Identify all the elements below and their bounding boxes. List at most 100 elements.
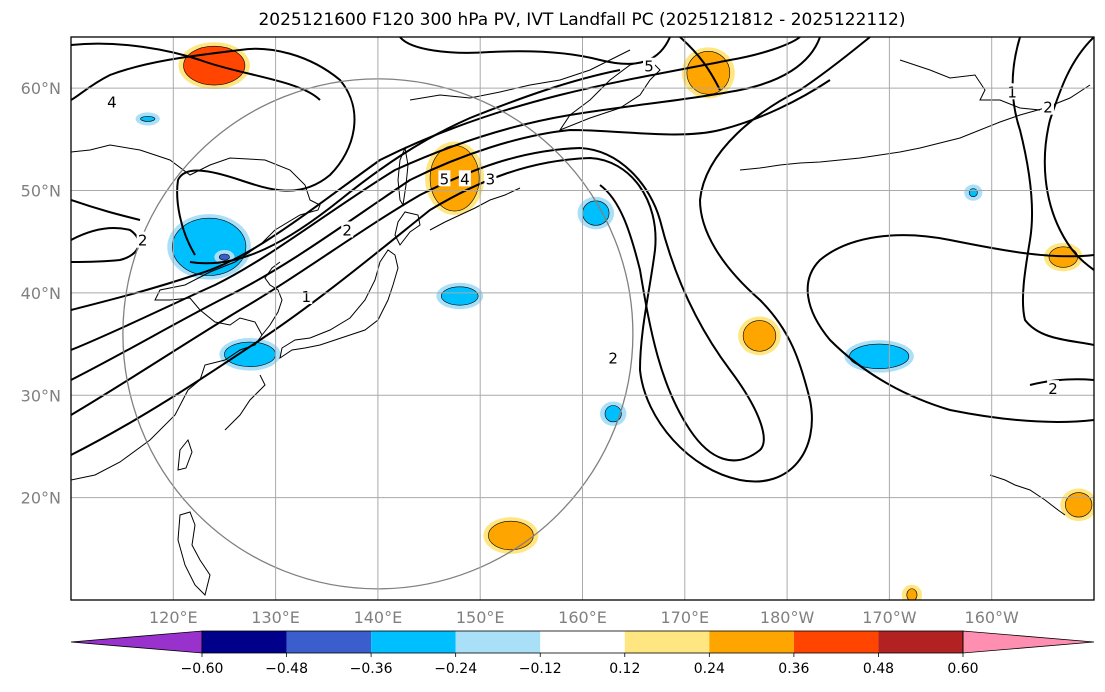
contour-label-bg	[438, 170, 451, 187]
anomaly-blob	[968, 188, 978, 197]
lon-tick-label: 130°E	[251, 608, 300, 627]
pv-contour-label: 2	[1048, 380, 1058, 398]
anomaly-blob	[140, 116, 156, 122]
lat-tick-label: 30°N	[21, 386, 61, 405]
anomaly-blob	[742, 320, 777, 352]
coastline-luzon	[177, 511, 211, 596]
contour-label-bg	[1041, 98, 1054, 115]
lon-tick-label: 150°E	[456, 608, 505, 627]
colorbar-tick-label: −0.36	[350, 661, 393, 677]
lon-tick-label: 160°W	[965, 608, 1020, 627]
pv-contour-5	[71, 37, 801, 311]
contour-label-bg	[1006, 83, 1019, 100]
pv-contour-7	[71, 47, 356, 256]
lon-tick-label: 160°E	[558, 608, 607, 627]
anomaly-blob	[582, 200, 610, 226]
colorbar-segment	[286, 631, 372, 653]
map-title: 2025121600 F120 300 hPa PV, IVT Landfall…	[258, 10, 906, 30]
anomaly-blob	[488, 520, 534, 551]
pv-contour-14	[1029, 378, 1094, 386]
colorbar-tick-label: −0.60	[181, 661, 224, 677]
pv-contour-label: 5	[644, 58, 654, 76]
contour-label-bg	[458, 170, 471, 187]
coastline-ryukyu-islands	[224, 374, 266, 431]
contour-label-bg	[105, 93, 118, 110]
colorbar-tick-label: 0.60	[947, 661, 978, 677]
colorbar-segment	[371, 631, 456, 653]
contour-label-bg	[300, 288, 313, 305]
colorbar-extend-low	[70, 630, 203, 654]
pv-contour-label: 5	[440, 170, 450, 188]
contour-label-bg	[1047, 380, 1060, 397]
anomaly-blob	[441, 286, 479, 306]
pv-contour-label: 4	[460, 170, 470, 188]
pv-contour-layer	[71, 37, 1094, 483]
pv-contour-11	[1043, 37, 1094, 271]
coastline-korea	[261, 261, 283, 336]
lon-tick-label: 180°W	[760, 608, 815, 627]
coastline-hokkaido	[394, 211, 421, 246]
colorbar-segment	[624, 631, 710, 653]
colorbar-tick-label: −0.24	[434, 661, 477, 677]
lat-tick-label: 20°N	[21, 489, 61, 508]
pv-contour-label: 1	[302, 288, 312, 306]
anomaly-blob	[219, 253, 230, 261]
colorbar-segment	[202, 631, 287, 653]
coastline-hawaii	[989, 474, 1066, 516]
lat-tick-label: 50°N	[21, 182, 61, 201]
coastline-aleutians	[739, 131, 976, 171]
lon-tick-label: 170°W	[862, 608, 917, 627]
longitude-tick-labels: 120°E 130°E 140°E 150°E 160°E 170°E 180°W 170°W…	[149, 608, 1019, 627]
pv-contour-label: 2	[1043, 99, 1053, 117]
coastline-east-asia	[71, 144, 321, 481]
anomaly-blob	[1065, 492, 1093, 518]
pv-contour-6	[189, 69, 621, 265]
coastlines	[71, 49, 1091, 596]
lon-tick-label: 140°E	[354, 608, 403, 627]
contour-label-bg	[484, 170, 497, 187]
pv-contour-label: 4	[107, 94, 117, 112]
pv-contour-3	[71, 79, 831, 381]
pv-contour-label: 2	[138, 232, 148, 250]
pv-contour-label: 1	[1007, 83, 1017, 101]
colorbar-tick-label: −0.48	[265, 661, 308, 677]
colorbar-tick-label: 0.48	[863, 661, 894, 677]
contour-label-bg	[607, 349, 620, 366]
lon-tick-label: 170°E	[660, 608, 709, 627]
anomaly-blob	[906, 588, 918, 600]
pv-contour-8	[71, 42, 321, 101]
colorbar: −0.60 −0.48 −0.36 −0.24 −0.12 0.12 0.24 0.36 0.4…	[70, 630, 1095, 677]
colorbar-tick-label: 0.12	[609, 661, 640, 677]
coastline-japan-kyushu-honshu	[279, 249, 399, 360]
pv-contour-label: 2	[342, 221, 352, 239]
coastline-kamchatka	[558, 59, 661, 132]
map-frame	[70, 36, 1095, 601]
lat-tick-label: 60°N	[21, 79, 61, 98]
pv-contour-13	[806, 234, 1094, 423]
pv-contour-12	[1011, 37, 1094, 346]
lat-tick-label: 40°N	[21, 284, 61, 303]
pv-contour-label: 3	[486, 170, 496, 188]
coastline-alaska-peninsula	[974, 84, 1091, 133]
colorbar-outline	[201, 630, 964, 654]
contour-label-bg	[642, 57, 655, 74]
colorbar-tick-label: −0.12	[519, 661, 562, 677]
colorbar-segment	[878, 631, 963, 653]
pv-contour-1	[71, 37, 871, 483]
coastline-okhotsk-north	[409, 49, 631, 101]
colorbar-segment	[709, 631, 794, 653]
colorbar-segment	[455, 631, 541, 653]
colorbar-extend-high	[962, 630, 1095, 654]
colorbar-tick-label: 0.36	[778, 661, 809, 677]
contour-label-bg	[136, 231, 149, 248]
lon-tick-label: 120°E	[149, 608, 198, 627]
gridlines	[71, 37, 1094, 600]
anomaly-blob	[604, 405, 622, 423]
contour-label-bg	[341, 221, 354, 238]
pv-contour-label: 2	[608, 349, 618, 367]
colorbar-segment	[793, 631, 879, 653]
pv-contour-16	[71, 199, 141, 221]
